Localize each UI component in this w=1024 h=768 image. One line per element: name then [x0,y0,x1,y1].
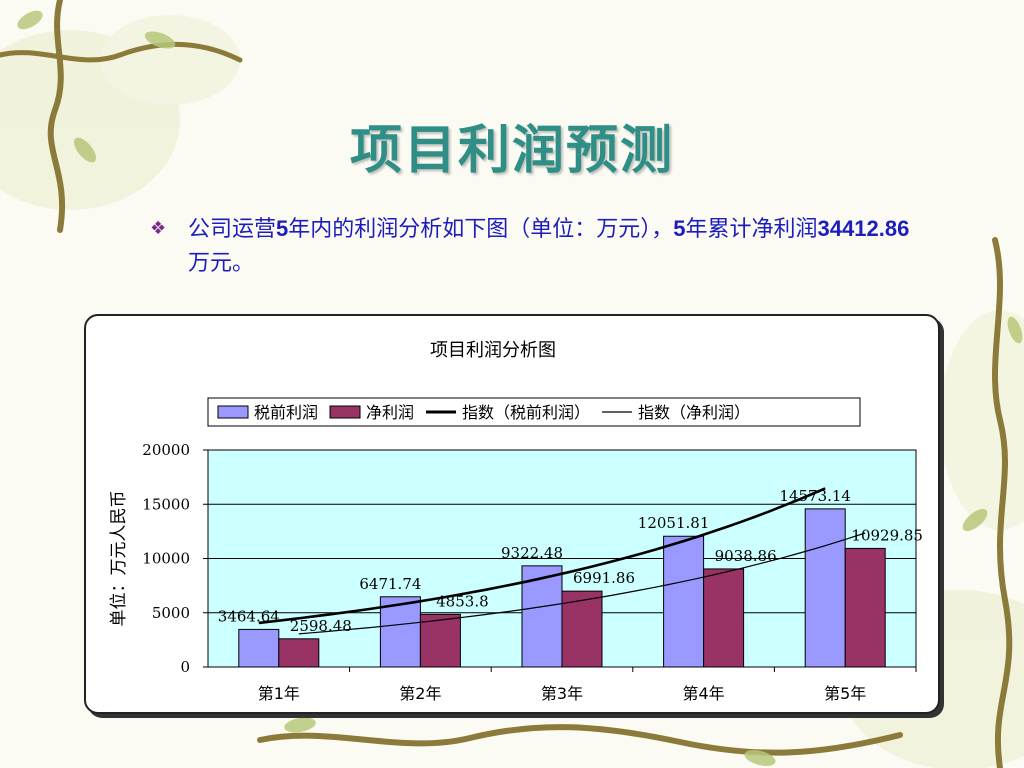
data-label-net: 2598.48 [290,617,352,635]
bar-pretax [804,508,846,668]
summary-text-part: 公司运营 [188,217,277,242]
summary-number: 5 [673,216,686,241]
slide-title: 项目利润预测 [349,120,674,181]
summary-total-number: 34412.86 [817,216,910,241]
bar-net [844,547,886,668]
bar-net [419,613,461,668]
y-axis-title: 单位：万元人民币 [109,491,129,627]
data-label-net: 9038.86 [715,547,777,565]
bar-pretax [379,596,421,668]
y-tick-label: 5000 [152,604,190,622]
summary-text-part: 年内的利润分析如下图（单位：万元）， [288,217,674,242]
legend-swatch [329,405,361,419]
legend-swatch [217,405,249,419]
bar-net [561,590,603,668]
bar-pretax [663,535,705,668]
data-label-net: 10929.85 [851,526,923,544]
summary-number: 5 [276,216,289,241]
x-tick-label: 第5年 [824,684,866,703]
data-label-pretax: 14573.14 [779,487,851,505]
y-tick-label: 10000 [142,550,190,568]
legend-label: 指数（净利润） [638,403,750,422]
summary-text-part: 万元。 [188,251,255,276]
diamond-bullet-icon: ❖ [150,218,167,239]
bar-pretax [521,565,563,668]
bar-net [703,568,745,668]
legend-label: 税前利润 [254,403,318,422]
x-tick-label: 第4年 [683,684,725,703]
bar-pretax [238,628,280,668]
data-label-net: 4853.8 [436,592,489,610]
data-label-pretax: 3464.64 [218,607,280,625]
summary-text: 公司运营5年内的利润分析如下图（单位：万元），5年累计净利润34412.86万元… [188,212,910,281]
x-tick-label: 第3年 [541,684,583,703]
chart-frame: 项目利润分析图税前利润 净利润 指数（税前利润） 指数（净利润） 0 5000 10000 1… [84,314,940,714]
data-label-pretax: 12051.81 [638,514,710,532]
x-tick-label: 第1年 [258,684,300,703]
legend-box [207,397,861,427]
trendline-net [298,532,866,635]
summary-text-part: 年累计净利润 [685,217,818,242]
y-tick-label: 15000 [142,495,190,513]
data-label-pretax: 6471.74 [359,575,421,593]
y-tick-label: 0 [180,658,190,676]
legend-label: 净利润 [366,403,414,422]
data-label-pretax: 9322.48 [501,544,563,562]
trendline-pretax [258,487,826,625]
data-label-net: 6991.86 [573,569,635,587]
y-tick-label: 20000 [142,441,190,459]
x-tick-label: 第2年 [399,684,441,703]
bar-net [278,638,320,668]
legend-label: 指数（税前利润） [462,403,590,422]
summary-bullet: ❖ 公司运营5年内的利润分析如下图（单位：万元），5年累计净利润34412.86… [150,212,910,281]
chart-title: 项目利润分析图 [430,340,556,361]
